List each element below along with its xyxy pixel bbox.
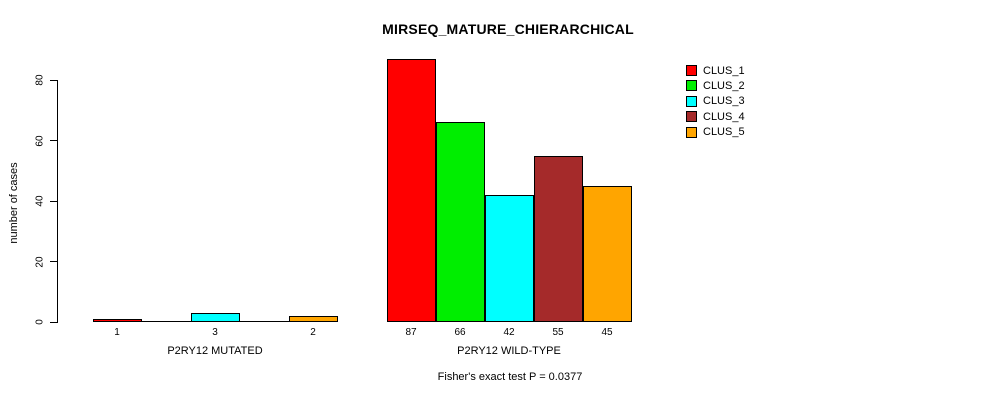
legend-label: CLUS_3 xyxy=(703,95,745,108)
bar-clus-5-wild-type xyxy=(582,185,632,322)
bar-clus-4-wild-type xyxy=(533,155,583,322)
legend-row: CLUS_4 xyxy=(686,110,745,123)
legend-label: CLUS_5 xyxy=(703,126,745,139)
legend-swatch-clus-5 xyxy=(686,126,697,138)
y-tick-mark xyxy=(50,321,57,323)
y-tick-label: 0 xyxy=(34,319,46,325)
y-axis xyxy=(57,80,58,323)
legend-label: CLUS_2 xyxy=(703,79,745,92)
legend: CLUS_1 CLUS_2 CLUS_3 CLUS_4 CLUS_5 xyxy=(686,65,745,138)
bar-clus-1-wild-type xyxy=(386,58,436,322)
legend-swatch-clus-1 xyxy=(686,65,697,76)
bar-value-label: 42 xyxy=(503,327,515,338)
annotation-text: Fisher's exact test P = 0.0377 xyxy=(437,371,583,383)
bar-zero-clus-4-mutated xyxy=(239,321,289,322)
bar-clus-3-mutated xyxy=(190,312,240,322)
y-tick-mark xyxy=(50,200,57,202)
legend-label: CLUS_4 xyxy=(703,110,745,123)
group-label: P2RY12 WILD-TYPE xyxy=(457,345,561,357)
legend-swatch-clus-3 xyxy=(686,95,697,107)
bar-value-label: 45 xyxy=(601,327,613,338)
legend-row: CLUS_2 xyxy=(686,79,745,92)
y-tick-mark xyxy=(50,140,57,141)
y-tick-mark xyxy=(50,79,57,81)
bar-zero-clus-2-mutated xyxy=(141,321,191,322)
bar-value-label: 66 xyxy=(454,327,466,338)
legend-label: CLUS_1 xyxy=(703,64,745,77)
chart-title: MIRSEQ_MATURE_CHIERARCHICAL xyxy=(382,21,634,37)
y-tick-label: 60 xyxy=(34,134,46,147)
y-tick-label: 20 xyxy=(34,255,46,268)
bar-clus-1-mutated xyxy=(92,318,142,322)
bar-value-label: 2 xyxy=(310,327,316,338)
bar-clus-2-wild-type xyxy=(435,122,485,322)
bar-value-label: 87 xyxy=(405,327,417,338)
bar-clus-3-wild-type xyxy=(484,194,534,322)
legend-swatch-clus-2 xyxy=(686,80,697,92)
bar-value-label: 1 xyxy=(114,327,120,338)
legend-swatch-clus-4 xyxy=(686,111,697,123)
legend-row: CLUS_5 xyxy=(686,126,745,139)
group-label: P2RY12 MUTATED xyxy=(167,345,263,357)
legend-row: CLUS_1 xyxy=(686,64,745,77)
y-axis-label: number of cases xyxy=(8,162,20,244)
bar-value-label: 3 xyxy=(212,327,218,338)
y-tick-label: 80 xyxy=(34,74,46,86)
y-tick-mark xyxy=(50,261,57,262)
legend-row: CLUS_3 xyxy=(686,95,745,108)
bar-clus-5-mutated xyxy=(288,315,338,322)
y-tick-label: 40 xyxy=(34,195,46,207)
bar-value-label: 55 xyxy=(552,327,564,338)
